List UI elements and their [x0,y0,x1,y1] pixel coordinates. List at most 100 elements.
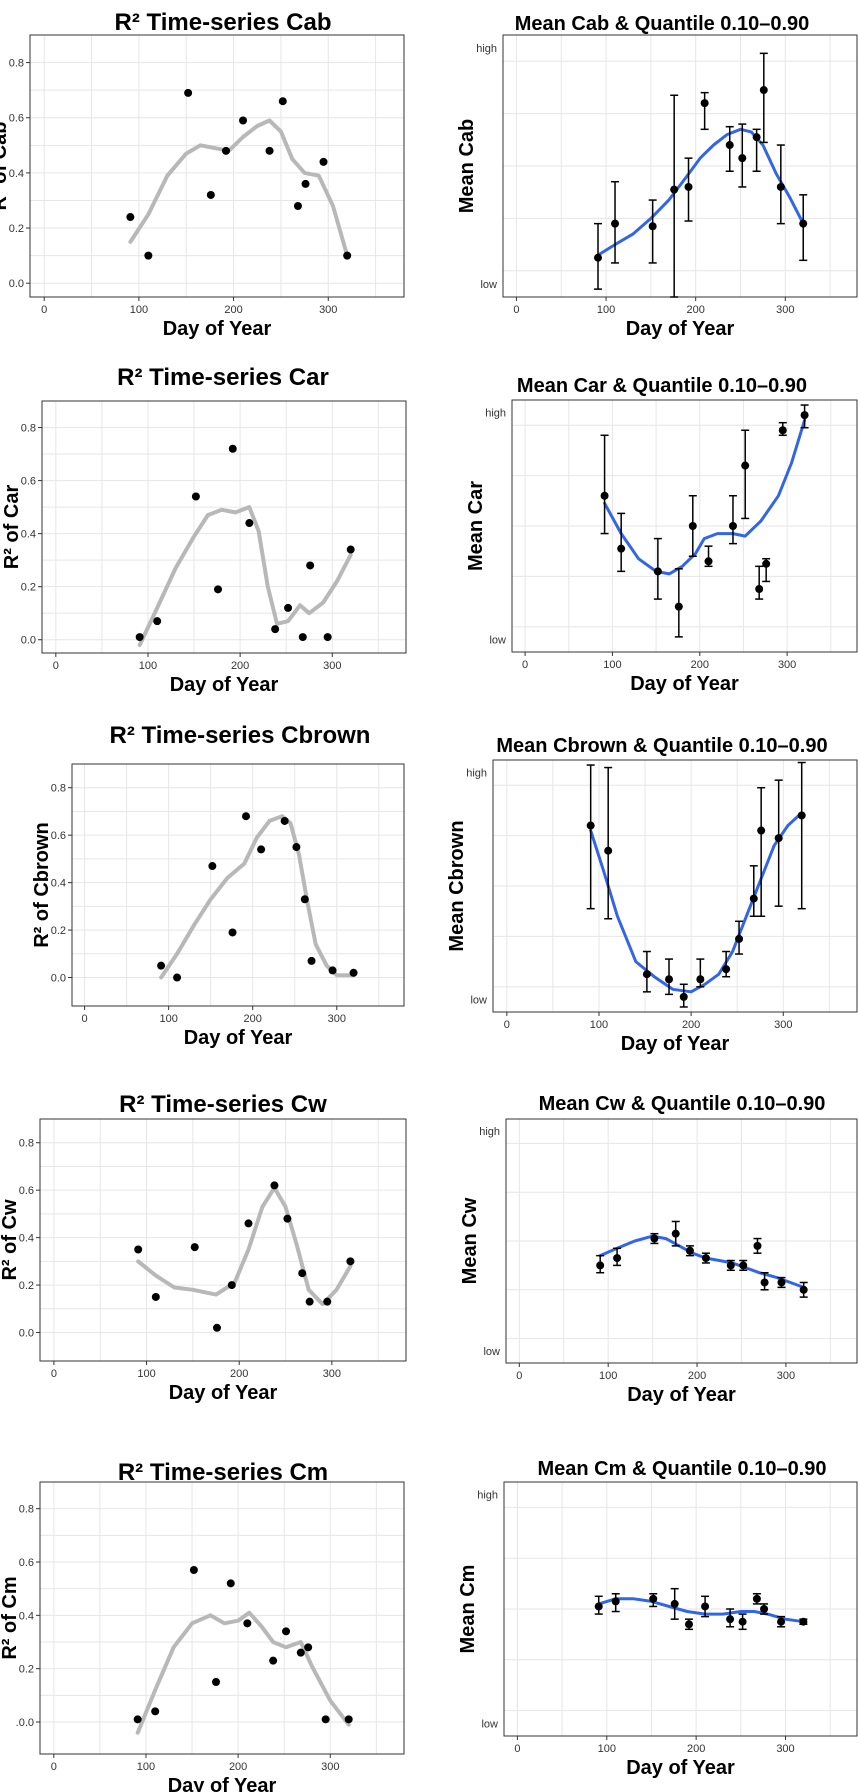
chart-panel-8: 0 100 200 300 low high Mean Cw & Quantile 0.10… [459,1093,858,1406]
y-tick-label: 0.6 [19,1185,34,1197]
data-point [214,585,223,594]
data-point [726,1615,735,1624]
data-point [752,1594,761,1603]
data-point [241,812,250,821]
data-point [144,251,153,260]
data-point [280,816,289,825]
data-point [135,633,144,642]
data-point [752,133,761,142]
data-point [278,97,287,106]
chart-panel-1: 0 100 200 300 0.0 0.2 0.4 0.6 0.8 R² Time-series … [0,9,405,340]
data-point [189,1566,198,1574]
x-tick-label: 0 [513,304,519,316]
data-point [649,1594,658,1603]
data-point [670,1599,679,1608]
data-point [265,146,274,155]
data-point [650,1234,659,1243]
y-tick-label: 0.2 [51,925,66,937]
x-axis-label: Day of Year [621,1033,730,1055]
data-point [283,1214,292,1223]
plot-frame [71,763,405,1007]
chart-panel-10: 0 100 200 300 low high Mean Cm & Quantile 0.10… [457,1458,858,1779]
y-tick-label: 0.0 [51,973,66,985]
chart-panel-5: 0 100 200 300 0.0 0.2 0.4 0.6 0.8 R² Time-series … [31,722,405,1049]
data-point [153,617,162,626]
data-point [617,544,626,553]
y-tick-label: 0.8 [21,423,36,435]
data-point [212,1323,221,1332]
data-point [642,970,651,979]
x-tick-label: 200 [229,1761,247,1773]
data-point [749,894,758,903]
y-axis-label: Mean Cab [456,119,478,213]
x-tick-label: 0 [51,1368,57,1380]
data-point [296,1648,305,1657]
data-point [270,1181,279,1190]
x-axis-label: Day of Year [184,1027,293,1049]
x-tick-label: 0 [516,1370,522,1382]
data-point [604,846,613,855]
data-point [323,633,332,642]
x-tick-label: 300 [776,304,794,316]
data-point [799,1285,808,1294]
data-point [190,1243,199,1252]
x-tick-label: 0 [41,304,47,316]
y-tick-label: 0.6 [19,1557,34,1569]
data-point [594,1602,603,1611]
chart-panel-7: 0 100 200 300 0.0 0.2 0.4 0.6 0.8 R² Time-series … [0,1091,407,1404]
x-tick-label: 200 [231,660,249,672]
data-point [157,961,166,970]
y-axis-label: Mean Cbrown [446,820,468,951]
x-tick-label: 0 [522,659,528,671]
data-point [206,190,215,199]
data-point [688,522,697,530]
smooth-line [589,811,804,994]
x-tick-label: 100 [598,1743,616,1755]
y-axis-label: R² of Cm [0,1576,21,1659]
chart-title: Mean Cbrown & Quantile 0.10–0.90 [496,735,827,757]
smooth-line [597,1597,805,1624]
data-point [701,1602,710,1611]
data-point [728,522,737,530]
data-point [670,185,679,194]
data-point [245,519,254,528]
data-point [208,862,217,871]
y-tick-label: high [477,1490,498,1502]
data-point [777,1278,786,1287]
chart-panel-6: 0 100 200 300 low high Mean Cbrown & Quantile … [446,735,858,1055]
y-tick-label: 0.0 [19,1328,34,1340]
data-point [293,201,302,210]
data-point [696,975,705,984]
x-tick-label: 0 [514,1743,520,1755]
x-axis-label: Day of Year [169,1382,278,1404]
x-tick-label: 300 [778,659,796,671]
data-point [776,182,785,191]
x-tick-label: 100 [590,1019,608,1031]
y-tick-label: high [466,768,487,780]
x-tick-label: 100 [130,304,148,316]
data-point [269,1656,278,1665]
data-point [228,444,237,453]
smooth-line [598,1234,806,1289]
data-point [613,1254,622,1263]
plot-frame [29,34,405,298]
data-point [774,834,783,843]
data-point [298,1269,307,1278]
x-tick-label: 100 [137,1761,155,1773]
data-point [244,1219,253,1228]
data-point [704,557,713,566]
y-tick-label: 0.0 [9,278,24,290]
data-point [126,213,135,222]
data-point [284,603,293,612]
data-point [323,1297,332,1306]
data-point [800,411,809,420]
y-tick-label: 0.4 [19,1610,34,1622]
data-point [292,843,301,852]
data-point [735,934,744,943]
chart-title: R² Time-series Cab [115,9,332,36]
y-tick-label: low [481,1718,498,1730]
y-tick-label: high [476,43,497,55]
plot-frame [39,1481,405,1755]
x-axis-label: Day of Year [626,318,735,340]
